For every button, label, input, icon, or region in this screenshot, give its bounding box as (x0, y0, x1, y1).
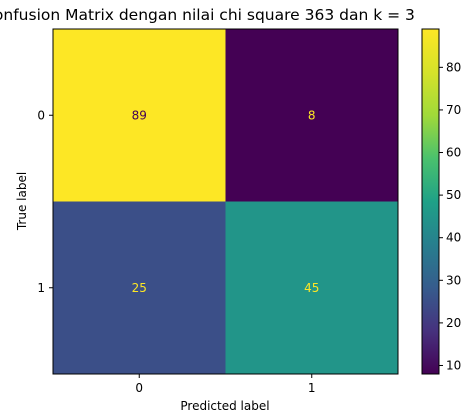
heatmap-cell-labels: 89 8 25 45 (132, 108, 320, 295)
cell-value-label: 45 (304, 281, 319, 295)
heatmap-cell (53, 29, 226, 202)
y-axis-ticks: 01 (37, 108, 53, 295)
cell-value-label: 89 (132, 108, 147, 122)
x-axis-label: Predicted label (180, 399, 269, 413)
cell-value-label: 8 (308, 108, 316, 122)
colorbar-tick-label: 30 (446, 273, 461, 287)
colorbar-ticks: 10 20 30 40 50 60 70 80 (439, 60, 461, 372)
y-axis-label: True label (15, 172, 29, 231)
colorbar-tick-label: 40 (446, 231, 461, 245)
colorbar-tick-label: 50 (446, 188, 461, 202)
cell-value-label: 25 (132, 281, 147, 295)
colorbar (421, 28, 440, 375)
heatmap-frame (52, 28, 399, 375)
x-tick-label: 1 (308, 381, 316, 395)
heatmap-cell (225, 201, 398, 374)
chart-title: Confusion Matrix dengan nilai chi square… (0, 6, 415, 24)
heatmap-cells (53, 29, 398, 374)
y-tick-label: 0 (37, 108, 45, 122)
colorbar-tick-label: 10 (446, 358, 461, 372)
colorbar-tick-label: 20 (446, 316, 461, 330)
heatmap-cell (53, 201, 226, 374)
colorbar-tick-label: 80 (446, 60, 461, 74)
y-tick-label: 1 (37, 281, 45, 295)
colorbar-tick-label: 60 (446, 146, 461, 160)
heatmap-cell (225, 29, 398, 202)
colorbar-tick-label: 70 (446, 103, 461, 117)
x-tick-label: 0 (135, 381, 143, 395)
